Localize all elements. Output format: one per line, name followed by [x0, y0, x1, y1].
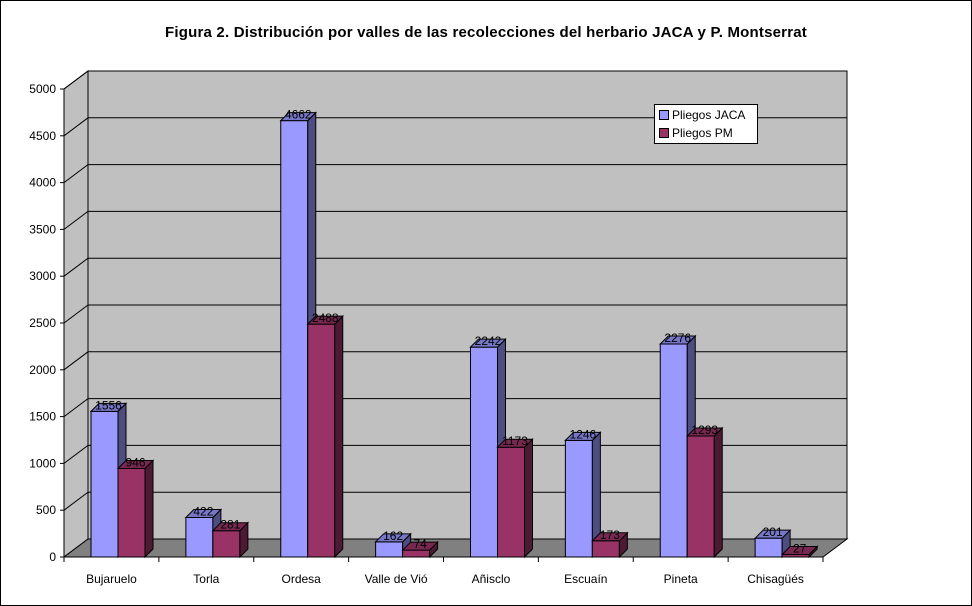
- bar-pm: [402, 549, 431, 558]
- legend-swatch-pm: [659, 127, 669, 138]
- x-tick-label: Bujaruelo: [86, 572, 137, 586]
- bar-jaca: [375, 541, 404, 558]
- data-label: 74: [413, 537, 427, 551]
- bar-pm-top: [401, 541, 439, 551]
- bar-jaca: [564, 439, 593, 558]
- gridline: [63, 398, 847, 418]
- data-label: 1246: [570, 427, 597, 441]
- bar-pm: [307, 323, 336, 558]
- bar-jaca: [280, 120, 309, 558]
- y-tick-label: 500: [36, 503, 56, 517]
- y-tick-label: 4000: [29, 176, 56, 190]
- data-label: 4662: [285, 108, 312, 122]
- bar-jaca-top: [374, 533, 412, 543]
- y-tick-label: 1500: [29, 410, 56, 424]
- bar-jaca: [754, 537, 783, 558]
- bar-pm-top: [780, 545, 819, 555]
- y-tick-label: 0: [49, 550, 56, 564]
- y-tick-label: 1000: [29, 456, 56, 470]
- y-tick-label: 3500: [29, 222, 56, 236]
- bar-pm-side: [334, 314, 344, 559]
- data-label: 281: [220, 518, 240, 532]
- bar-jaca: [470, 346, 498, 558]
- bar-pm: [117, 467, 146, 558]
- x-tick-label: Ordesa: [282, 572, 322, 586]
- data-label: 173: [600, 528, 620, 542]
- bar-pm: [497, 446, 525, 558]
- bar-pm-top: [686, 427, 724, 437]
- bar-pm-side: [144, 459, 154, 559]
- gridline: [63, 257, 847, 277]
- bar-jaca-top: [564, 431, 602, 441]
- gridline: [63, 210, 847, 230]
- bar-pm-top: [116, 459, 155, 469]
- bar-jaca-top: [469, 338, 507, 348]
- chart-floor: [62, 538, 849, 558]
- x-tick-label: Pineta: [664, 572, 698, 586]
- legend-label-pm: Pliegos PM: [672, 126, 733, 140]
- bar-jaca-top: [279, 112, 317, 122]
- bar-jaca-top: [753, 529, 792, 539]
- data-label: 1293: [691, 423, 718, 437]
- legend-swatch-jaca: [659, 109, 669, 120]
- data-label: 422: [193, 505, 213, 519]
- y-tick-label: 3000: [29, 269, 56, 283]
- gridline: [63, 70, 847, 90]
- bar-jaca-top: [184, 509, 223, 519]
- bar-jaca: [90, 410, 119, 558]
- legend-item-pm: Pliegos PM: [659, 125, 733, 141]
- bar-pm-side: [524, 438, 533, 559]
- data-label: 201: [763, 525, 783, 539]
- chart-legend: Pliegos JACA Pliegos PM: [654, 104, 758, 144]
- y-tick-label: 2500: [29, 316, 56, 330]
- bar-jaca: [659, 343, 688, 558]
- data-label: 162: [383, 529, 403, 543]
- data-label: 1556: [95, 398, 122, 412]
- bar-jaca-top: [89, 402, 128, 412]
- x-tick-label: Chisagüés: [747, 572, 804, 586]
- bar-pm: [212, 530, 241, 558]
- legend-item-jaca: Pliegos JACA: [659, 107, 745, 123]
- y-tick-label: 4500: [29, 129, 56, 143]
- x-tick-label: Torla: [193, 572, 219, 586]
- x-tick-label: Valle de Vió: [365, 572, 428, 586]
- data-label: 1173: [502, 434, 528, 448]
- chart-title: Figura 2. Distribución por valles de las…: [165, 24, 807, 41]
- y-tick-label: 2000: [29, 363, 56, 377]
- data-label: 2276: [664, 331, 691, 345]
- bar-jaca: [185, 517, 214, 558]
- data-label: 2242: [475, 334, 502, 348]
- legend-label-jaca: Pliegos JACA: [672, 108, 746, 122]
- bar-pm: [686, 435, 715, 558]
- y-tick-label: 5000: [29, 82, 56, 96]
- gridline: [63, 117, 847, 137]
- x-tick-label: Escuaín: [564, 572, 607, 586]
- bar-jaca-top: [659, 335, 697, 345]
- bar-pm: [591, 540, 620, 558]
- data-label: 946: [125, 455, 145, 469]
- bar-pm-side: [713, 426, 723, 559]
- gridline: [63, 304, 847, 324]
- bar-pm-top: [211, 522, 250, 532]
- bar-pm-top: [496, 438, 534, 448]
- data-label: 2488: [312, 311, 339, 325]
- gridline: [63, 164, 847, 184]
- data-label: 27: [793, 541, 807, 555]
- bar-pm-top: [306, 315, 344, 325]
- bar-pm-top: [591, 532, 629, 542]
- gridline: [63, 351, 847, 371]
- x-tick-label: Añisclo: [472, 572, 511, 586]
